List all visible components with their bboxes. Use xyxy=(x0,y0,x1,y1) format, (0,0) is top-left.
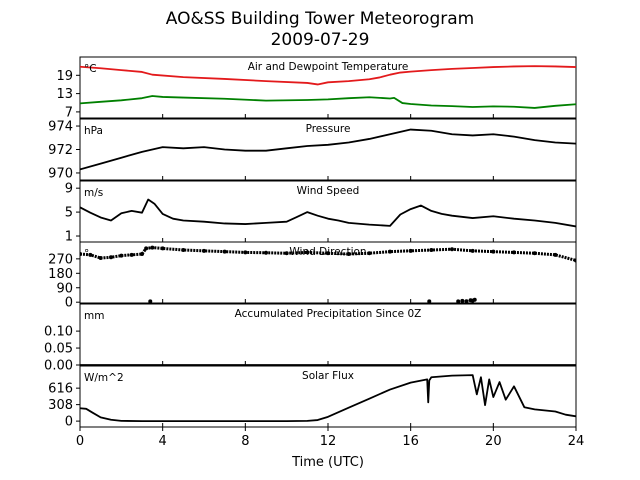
y-tick-label: 5 xyxy=(65,206,73,221)
panel-title: Pressure xyxy=(306,123,351,135)
data-point xyxy=(427,299,432,303)
panel-1: 970 972 974 hPa Pressure xyxy=(48,118,577,181)
panel-unit: mm xyxy=(84,310,104,322)
y-tick-label: 0 xyxy=(65,415,73,430)
y-tick-label: 974 xyxy=(48,120,73,135)
figure-title: AO&SS Building Tower Meteorogram xyxy=(166,9,474,29)
y-tick-label: 180 xyxy=(48,267,73,282)
x-tick-label: 12 xyxy=(320,434,337,449)
y-tick-label: 0.05 xyxy=(44,342,73,357)
data-point xyxy=(460,298,465,303)
panel-title: Wind Direction xyxy=(289,246,366,258)
panel-title: Accumulated Precipitation Since 0Z xyxy=(235,308,422,320)
series-line xyxy=(80,246,576,262)
y-tick-label: 1 xyxy=(65,230,73,245)
x-axis: 0 4 8 12 16 20 24 xyxy=(76,427,584,449)
series-line xyxy=(80,128,576,171)
panel-0: 7 13 19 °C Air and Dewpoint Temperature xyxy=(56,56,577,120)
y-tick-label: 13 xyxy=(56,87,73,102)
y-tick-label: 308 xyxy=(48,398,73,413)
series-line xyxy=(80,65,576,86)
panel-title: Solar Flux xyxy=(302,370,354,382)
panel-2: 1 5 9 m/s Wind Speed xyxy=(65,180,577,245)
panel-unit: m/s xyxy=(84,187,103,199)
x-tick-label: 24 xyxy=(568,434,585,449)
panel-title: Air and Dewpoint Temperature xyxy=(248,61,409,73)
y-tick-label: 970 xyxy=(48,166,73,181)
x-tick-label: 16 xyxy=(402,434,419,449)
data-point xyxy=(464,299,469,303)
panel-title: Wind Speed xyxy=(297,185,360,197)
y-tick-label: 0.10 xyxy=(44,325,73,340)
y-tick-label: 0.00 xyxy=(44,359,73,374)
x-tick-label: 4 xyxy=(159,434,167,449)
data-point xyxy=(148,299,153,303)
series-line xyxy=(80,198,576,228)
y-tick-label: 616 xyxy=(48,382,73,397)
x-tick-label: 20 xyxy=(485,434,502,449)
panel-unit: W/m^2 xyxy=(84,372,124,384)
series-line xyxy=(80,95,576,109)
y-tick-label: 0 xyxy=(65,296,73,311)
y-tick-label: 7 xyxy=(65,105,73,120)
data-point xyxy=(456,299,461,303)
y-tick-label: 19 xyxy=(56,69,73,84)
y-tick-label: 972 xyxy=(48,143,73,158)
series-line xyxy=(80,374,576,423)
x-axis-label: Time (UTC) xyxy=(291,455,364,470)
panel-4: 0.00 0.05 0.10 mm Accumulated Precipitation … xyxy=(44,303,577,374)
y-tick-label: 270 xyxy=(48,252,73,267)
y-tick-label: 90 xyxy=(56,281,73,296)
panel-unit: ° xyxy=(84,248,89,260)
panel-unit: hPa xyxy=(84,125,103,137)
y-tick-label: 9 xyxy=(65,182,73,197)
x-tick-label: 0 xyxy=(76,434,84,449)
panel-unit: °C xyxy=(84,63,97,75)
x-tick-label: 8 xyxy=(241,434,249,449)
figure-date: 2009-07-29 xyxy=(271,30,370,50)
data-point xyxy=(472,297,477,302)
